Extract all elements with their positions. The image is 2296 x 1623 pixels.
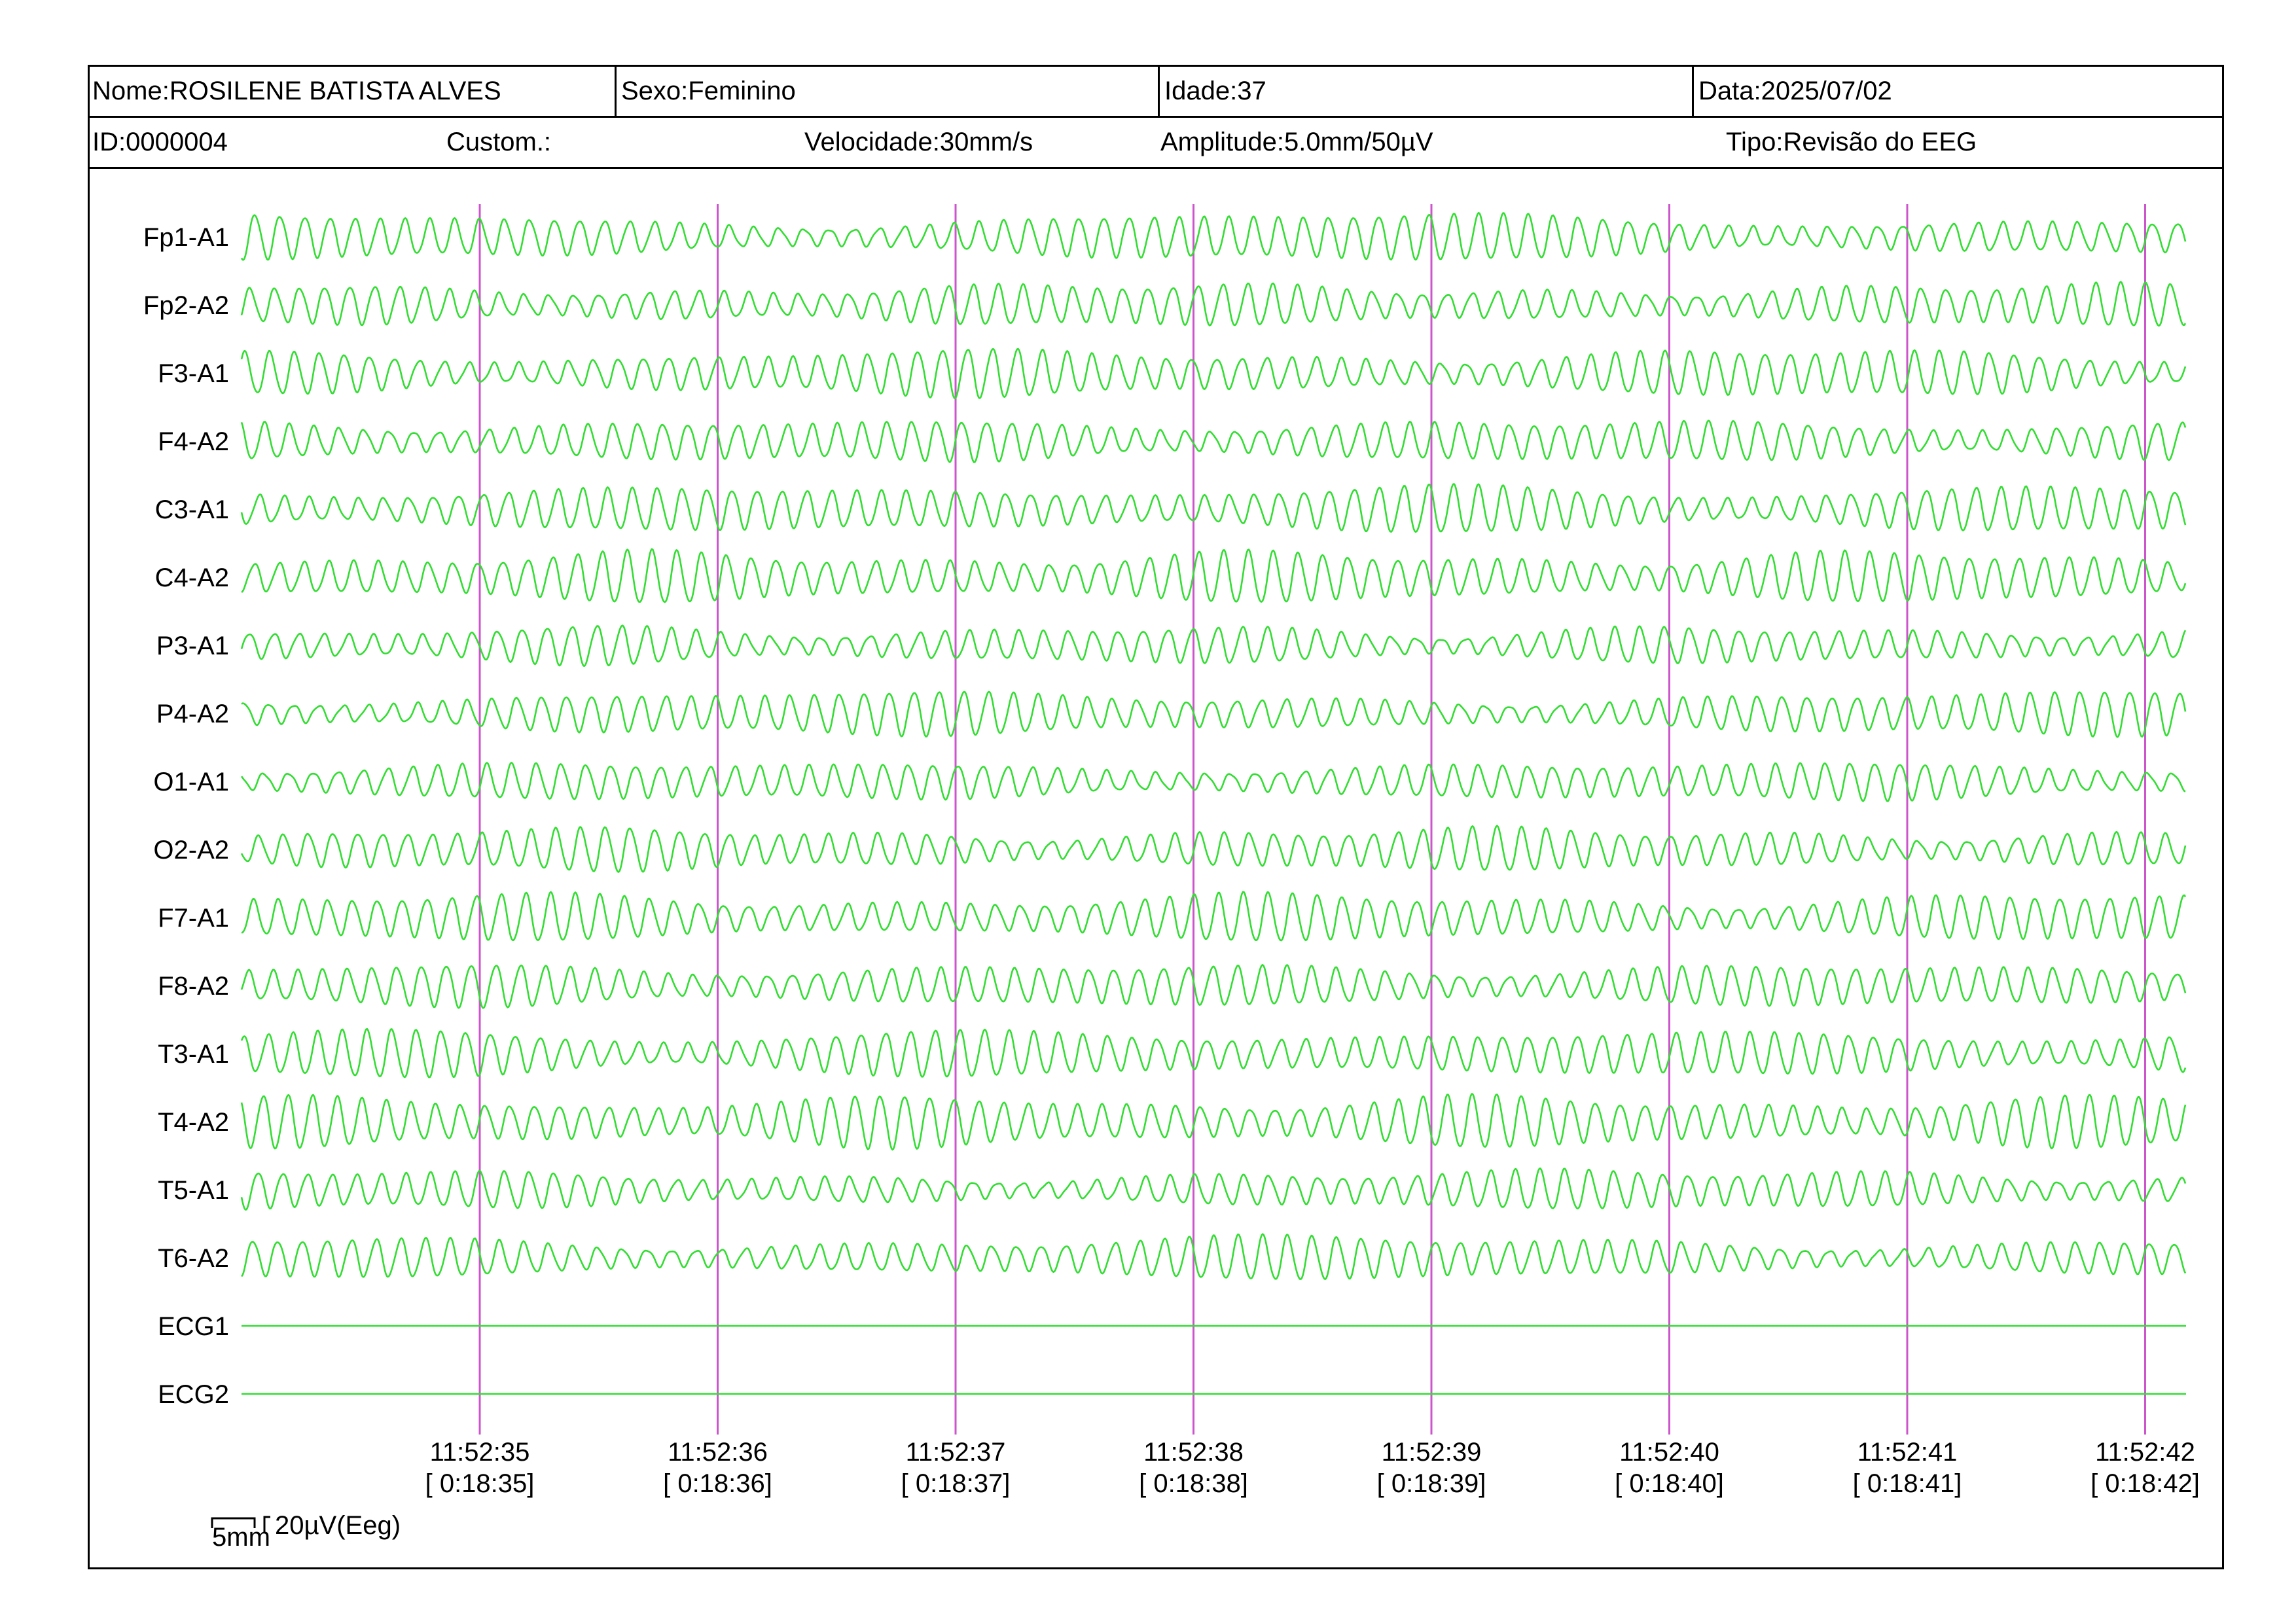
channel-label: T4-A2 (158, 1108, 229, 1137)
channel-trace (240, 348, 2187, 399)
exam-type: Tipo:Revisão do EEG (1726, 128, 1977, 156)
channel-trace (241, 690, 2187, 738)
header-divider (1158, 67, 1160, 118)
second-markers (478, 204, 2146, 1435)
channel-trace (240, 419, 2187, 463)
channel-traces (240, 212, 2187, 1395)
channel-label: C3-A1 (155, 495, 229, 524)
amplitude-setting: Amplitude:5.0mm/50µV (1160, 128, 1433, 156)
time-tick-clock: 11:52:40 (1619, 1438, 1719, 1467)
time-tick-elapsed: [ 0:18:37] (901, 1469, 1011, 1498)
time-tick-clock: 11:52:39 (1382, 1438, 1482, 1467)
header-row-exam: ID:0000004 Custom.: Velocidade:30mm/s Am… (90, 118, 2222, 169)
channel-label: F3-A1 (158, 359, 229, 388)
time-tick-clock: 11:52:38 (1143, 1438, 1244, 1467)
time-tick-clock: 11:52:41 (1857, 1438, 1958, 1467)
channel-trace (240, 624, 2187, 668)
channel-label: ECG1 (158, 1312, 229, 1341)
channel-trace (241, 891, 2187, 942)
channel-label: F4-A2 (158, 427, 229, 456)
channel-label: T3-A1 (158, 1040, 229, 1069)
scale-time-label: 5mm (212, 1523, 270, 1552)
scale-amplitude-label: 20µV(Eeg) (275, 1511, 401, 1540)
channel-label: P4-A2 (156, 700, 229, 728)
channel-trace (240, 1028, 2187, 1079)
time-tick-elapsed: [ 0:18:36] (663, 1469, 772, 1498)
time-tick-clock: 11:52:36 (668, 1438, 768, 1467)
patient-sex: Sexo:Feminino (621, 77, 796, 105)
time-tick-clock: 11:52:42 (2095, 1438, 2195, 1467)
header-row-patient: Nome:ROSILENE BATISTA ALVES Sexo:Feminin… (90, 67, 2222, 118)
channel-trace (241, 548, 2187, 603)
time-tick-elapsed: [ 0:18:38] (1139, 1469, 1248, 1498)
channel-label: ECG2 (158, 1380, 229, 1409)
channel-trace (240, 281, 2187, 327)
channel-label: T5-A1 (158, 1176, 229, 1205)
channel-trace (240, 762, 2186, 802)
exam-date: Data:2025/07/02 (1698, 77, 1892, 105)
speed-setting: Velocidade:30mm/s (804, 128, 1033, 156)
scale-bar: 5mm 20µV(Eeg) (211, 1511, 401, 1552)
eeg-report: Nome:ROSILENE BATISTA ALVES Sexo:Feminin… (88, 65, 2224, 1569)
patient-age: Idade:37 (1164, 77, 1266, 105)
channel-trace (240, 825, 2187, 873)
time-axis-labels: 11:52:35[ 0:18:35] 11:52:36[ 0:18:36] 11:5… (425, 1438, 2200, 1498)
channel-label: P3-A1 (156, 632, 229, 660)
time-tick-elapsed: [ 0:18:41] (1853, 1469, 1962, 1498)
channel-label: F7-A1 (158, 904, 229, 933)
channel-label: C4-A2 (155, 563, 229, 592)
channel-trace (241, 1233, 2187, 1280)
time-tick-elapsed: [ 0:18:39] (1377, 1469, 1486, 1498)
channel-label: F8-A2 (158, 972, 229, 1001)
time-tick-elapsed: [ 0:18:35] (425, 1469, 535, 1498)
channel-label: T6-A2 (158, 1244, 229, 1273)
patient-id: ID:0000004 (92, 128, 228, 156)
channel-trace (240, 964, 2187, 1009)
channel-label: O1-A1 (153, 768, 229, 796)
channel-trace (240, 212, 2187, 261)
channel-trace (240, 483, 2187, 533)
time-tick-elapsed: [ 0:18:40] (1615, 1469, 1724, 1498)
time-tick-clock: 11:52:35 (430, 1438, 530, 1467)
time-tick-elapsed: [ 0:18:42] (2090, 1469, 2200, 1498)
header-divider (615, 67, 617, 118)
channel-trace (240, 1093, 2187, 1150)
patient-name: Nome:ROSILENE BATISTA ALVES (92, 77, 501, 105)
scale-amplitude-bar (263, 1516, 270, 1533)
channel-label: Fp1-A1 (143, 223, 229, 252)
custom-field: Custom.: (446, 128, 552, 156)
channel-label: O2-A2 (153, 836, 229, 865)
scale-time-bar (211, 1517, 256, 1528)
channel-trace (240, 1168, 2187, 1211)
time-tick-clock: 11:52:37 (906, 1438, 1006, 1467)
channel-label: Fp2-A2 (143, 291, 229, 320)
header-divider (1692, 67, 1694, 118)
channel-labels: Fp1-A1 Fp2-A2 F3-A1 F4-A2 C3-A1 C4-A2 P3-A1 P4-… (143, 223, 229, 1409)
